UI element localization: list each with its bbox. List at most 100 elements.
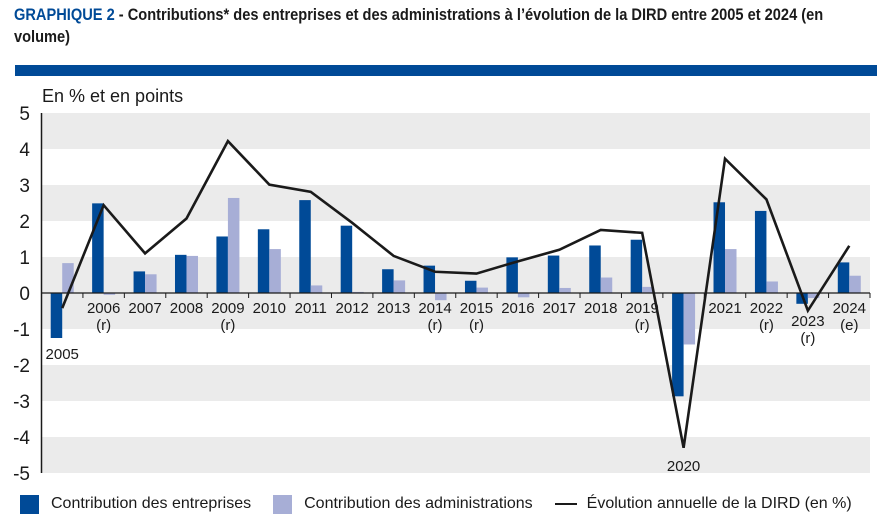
legend-label-administrations: Contribution des administrations [304,495,533,512]
grid-band [41,437,870,473]
grid-band [41,185,870,221]
legend-swatch-entreprises [20,494,39,514]
y-tick-label: -4 [13,428,30,449]
legend-swatch-dird-line [554,503,577,505]
x-tick-note: (r) [220,317,235,334]
y-axis-label: En % et en points [42,86,183,106]
bar-administrations [393,280,406,293]
bar-administrations [269,249,281,293]
legend-item-dird: Évolution annuelle de la DIRD (en %) [554,495,852,513]
bar-administrations [559,287,571,293]
bar-administrations [725,249,737,293]
bar-administrations [849,275,861,293]
x-tick-label: 2015 [460,300,493,317]
bar-administrations [310,285,323,293]
grid-band [41,257,870,293]
y-tick-label: 4 [19,140,30,161]
bar-entreprises [299,200,311,293]
grid-band [41,113,870,149]
x-tick-note: (r) [96,317,111,334]
x-tick-note: (e) [840,317,858,334]
bar-administrations [517,293,530,298]
chart-title-text: - Contributions* des entreprises et des … [14,5,824,46]
x-tick-label: 2021 [708,300,741,317]
bar-administrations [807,293,820,299]
y-tick-label: 1 [19,248,30,269]
bar-administrations [186,255,198,293]
x-tick-label: 2018 [584,300,617,317]
x-tick-label: 2006 [87,300,120,317]
chart-title-prefix: GRAPHIQUE 2 [14,5,115,24]
bar-entreprises [174,254,187,293]
bar-entreprises [50,293,63,338]
x-tick-label: 2014 [418,300,451,317]
x-tick-note: (r) [428,317,443,334]
bar-entreprises [589,245,601,293]
y-tick-label: -2 [13,356,30,377]
bar-entreprises [506,257,518,293]
x-tick-note: (r) [469,317,484,334]
bar-entreprises [630,239,643,293]
bar-administrations [145,274,157,293]
bar-administrations [435,293,447,301]
bar-entreprises [672,293,684,397]
header-divider-bar [15,65,877,76]
x-tick-label: 2023 [791,313,824,330]
bar-entreprises [837,262,850,293]
x-tick-note: (r) [759,317,774,334]
legend-label-dird: Évolution annuelle de la DIRD (en %) [586,495,852,512]
bar-administrations [683,293,696,345]
x-tick-label: 2016 [501,300,534,317]
y-tick-label: -1 [13,320,30,341]
x-tick-label: 2008 [170,300,203,317]
x-tick-label: 2022 [750,300,783,317]
x-tick-label: 2005 [46,346,79,363]
bar-entreprises [382,269,394,293]
bar-administrations [227,197,240,293]
y-axis-ticks: 5 4 3 2 1 0 -1 -2 -3 -4 -5 [13,104,30,485]
x-tick-label: 2009 [211,300,244,317]
legend-label-entreprises: Contribution des entreprises [51,495,252,512]
x-tick-label: 2024 [833,300,866,317]
x-tick-label: 2019 [625,300,658,317]
legend: Contribution des entreprises Contributio… [20,492,874,516]
legend-item-administrations: Contribution des administrations [273,494,533,514]
legend-item-entreprises: Contribution des entreprises [20,494,252,514]
bar-administrations [642,286,654,293]
bar-entreprises [547,255,560,293]
y-tick-label: 5 [19,104,30,125]
x-tick-note: (r) [635,317,650,334]
bar-administrations [476,287,488,293]
grid-band [41,293,870,329]
grid-band [41,365,870,401]
line-dird-evolution [61,138,851,449]
x-tick-label: 2012 [336,300,369,317]
x-tick-label: 2017 [543,300,576,317]
dird-line-series [61,138,851,449]
bar-administrations [62,263,74,293]
bar-entreprises [713,202,726,293]
x-tick-label: 2020 [667,458,700,475]
bar-entreprises [257,229,270,293]
chart-title: GRAPHIQUE 2 - Contributions* des entrepr… [14,4,874,48]
bar-administrations [600,277,613,293]
y-tick-label: 0 [19,284,30,305]
bar-entreprises [340,225,353,293]
x-tick-label: 2010 [253,300,286,317]
bar-entreprises [92,203,104,293]
bars [50,197,861,397]
bar-administrations [103,293,116,295]
bar-administrations [766,281,778,293]
y-tick-label: -3 [13,392,30,413]
x-tick-note: (r) [800,330,815,347]
y-tick-label: 3 [19,176,30,197]
x-axis [40,113,871,473]
bar-entreprises [133,271,146,293]
bar-entreprises [754,210,767,293]
x-tick-label: 2007 [128,300,161,317]
y-tick-label: -5 [13,464,30,485]
legend-swatch-administrations [273,494,293,514]
y-tick-label: 2 [19,212,30,233]
x-tick-label: 2013 [377,300,410,317]
